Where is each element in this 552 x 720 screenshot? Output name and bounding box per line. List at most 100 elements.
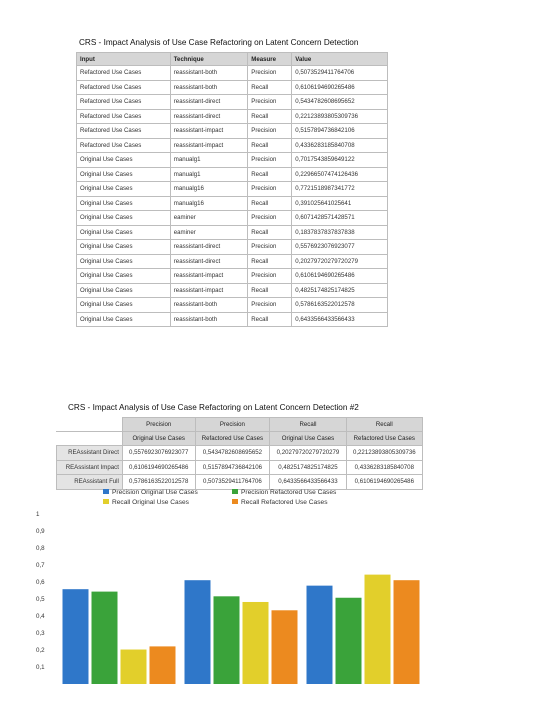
table-subheader-row: Original Use Cases Refactored Use Cases Or… bbox=[56, 431, 424, 446]
table-cell: 0,6106194690265486 bbox=[291, 268, 388, 284]
bar bbox=[91, 591, 118, 684]
table-cell: Original Use Cases bbox=[76, 268, 171, 284]
table-row: Original Use Cases manualg1 Precision 0,701… bbox=[76, 152, 388, 168]
table-cell: Precision bbox=[247, 123, 293, 139]
table-cell: Refactored Use Cases bbox=[76, 79, 171, 95]
table-cell: reassistant-direct bbox=[169, 253, 249, 269]
table-cell: 0,7721518987341772 bbox=[291, 181, 388, 197]
table-cell: 0,6071428571428571 bbox=[291, 210, 388, 226]
legend-label: Recall Refactored Use Cases bbox=[241, 499, 328, 506]
row-header: REAssistant Full bbox=[56, 474, 123, 490]
table-cell: Original Use Cases bbox=[76, 239, 171, 255]
table-cell: 0,4336283185840708 bbox=[291, 137, 388, 153]
table-cell: 0,5157894736842106 bbox=[291, 123, 388, 139]
legend-label: Precision Refactored Use Cases bbox=[241, 489, 337, 496]
y-tick-label: 0,9 bbox=[36, 528, 45, 535]
table-cell: Original Use Cases bbox=[76, 224, 171, 240]
table-cell: Recall bbox=[247, 282, 293, 298]
table-cell: 0,22123893805309736 bbox=[291, 108, 388, 124]
table-row: Refactored Use Cases reassistant-impact Pr… bbox=[76, 123, 388, 139]
table-cell: Precision bbox=[247, 65, 293, 81]
table-cell: Precision bbox=[247, 239, 293, 255]
corner-cell bbox=[56, 417, 123, 432]
table-cell: Refactored Use Cases bbox=[76, 137, 171, 153]
table2-title: CRS - Impact Analysis of Use Case Refact… bbox=[68, 403, 359, 412]
table-cell: Original Use Cases bbox=[76, 282, 171, 298]
bar bbox=[149, 646, 176, 684]
legend-swatch bbox=[103, 489, 109, 494]
table-cell: manualg16 bbox=[169, 181, 249, 197]
table-cell: 0,6106194690265486 bbox=[121, 459, 196, 475]
table-cell: Original Use Cases bbox=[76, 195, 171, 211]
table-row: Original Use Cases reassistant-impact Reca… bbox=[76, 282, 388, 298]
y-tick-label: 0,7 bbox=[36, 562, 45, 569]
table-cell: reassistant-impact bbox=[169, 268, 249, 284]
group-header: Recall bbox=[345, 417, 424, 432]
table-cell: Recall bbox=[247, 224, 293, 240]
table-row: Original Use Cases reassistant-direct Reca… bbox=[76, 253, 388, 269]
y-tick-label: 0,3 bbox=[36, 630, 45, 637]
row-header: REAssistant Direct bbox=[56, 445, 123, 461]
table-cell: Precision bbox=[247, 297, 293, 313]
table-row: Refactored Use Cases reassistant-impact Re… bbox=[76, 137, 388, 153]
table-row: Refactored Use Cases reassistant-both Prec… bbox=[76, 65, 388, 81]
table-cell: Original Use Cases bbox=[76, 152, 171, 168]
table-cell: 0,5434782608695652 bbox=[291, 94, 388, 110]
table-row: Original Use Cases manualg1 Recall 0,229665… bbox=[76, 166, 388, 182]
bar bbox=[120, 649, 147, 684]
bar bbox=[364, 574, 391, 684]
table-cell: 0,22966507474126436 bbox=[291, 166, 388, 182]
table-cell: Precision bbox=[247, 268, 293, 284]
legend-swatch bbox=[103, 499, 109, 504]
table-cell: Original Use Cases bbox=[76, 253, 171, 269]
legend-swatch bbox=[232, 489, 238, 494]
table-cell: Original Use Cases bbox=[76, 297, 171, 313]
table-cell: eaminer bbox=[169, 224, 249, 240]
table-row: Original Use Cases reassistant-direct Prec… bbox=[76, 239, 388, 255]
legend-swatch bbox=[232, 499, 238, 504]
table-cell: reassistant-both bbox=[169, 297, 249, 313]
table-cell: Original Use Cases bbox=[76, 166, 171, 182]
y-tick-label: 1 bbox=[36, 511, 40, 518]
table-cell: Recall bbox=[247, 137, 293, 153]
table-row: Original Use Cases manualg16 Precision 0,77… bbox=[76, 181, 388, 197]
table-row: REAssistant Direct 0,5576923076923077 0,54… bbox=[56, 445, 424, 461]
table-cell: Recall bbox=[247, 79, 293, 95]
table-cell: Recall bbox=[247, 108, 293, 124]
table-row: Original Use Cases manualg16 Recall 0,39102… bbox=[76, 195, 388, 211]
legend-label: Precision Original Use Cases bbox=[112, 489, 198, 496]
table-cell: 0,20279720279720279 bbox=[291, 253, 388, 269]
table-cell: 0,6433566433566433 bbox=[291, 311, 388, 327]
legend-label: Recall Original Use Cases bbox=[112, 499, 190, 506]
bar bbox=[62, 589, 89, 684]
table-cell: 0,20279720279720279 bbox=[269, 445, 347, 461]
table-cell: reassistant-direct bbox=[169, 94, 249, 110]
table-cell: reassistant-impact bbox=[169, 282, 249, 298]
table-cell: 0,391025641025641 bbox=[291, 195, 388, 211]
sub-header: Refactored Use Cases bbox=[194, 431, 271, 446]
table-cell: Recall bbox=[247, 311, 293, 327]
table-cell: Precision bbox=[247, 152, 293, 168]
table1-title: CRS - Impact Analysis of Use Case Refact… bbox=[79, 38, 359, 47]
table-row: Original Use Cases reassistant-both Recall… bbox=[76, 311, 388, 327]
table-cell: manualg1 bbox=[169, 166, 249, 182]
table-cell: Precision bbox=[247, 181, 293, 197]
table-cell: reassistant-direct bbox=[169, 108, 249, 124]
table-cell: Precision bbox=[247, 210, 293, 226]
bar bbox=[213, 596, 240, 684]
table-cell: 0,1837837837837838 bbox=[291, 224, 388, 240]
column-header: Technique bbox=[169, 52, 249, 66]
table-cell: Refactored Use Cases bbox=[76, 94, 171, 110]
table-cell: reassistant-both bbox=[169, 311, 249, 327]
table-cell: Original Use Cases bbox=[76, 181, 171, 197]
table-cell: reassistant-impact bbox=[169, 123, 249, 139]
y-tick-label: 0,8 bbox=[36, 545, 45, 552]
table-cell: 0,5073529411764706 bbox=[291, 65, 388, 81]
y-tick-label: 0,6 bbox=[36, 579, 45, 586]
table-cell: 0,4825174825174825 bbox=[291, 282, 388, 298]
table-cell: Refactored Use Cases bbox=[76, 123, 171, 139]
table-row: Original Use Cases eaminer Precision 0,6071… bbox=[76, 210, 388, 226]
table-cell: reassistant-both bbox=[169, 79, 249, 95]
table-cell: 0,22123893805309736 bbox=[345, 445, 424, 461]
table-cell: 0,4825174825174825 bbox=[269, 459, 347, 475]
